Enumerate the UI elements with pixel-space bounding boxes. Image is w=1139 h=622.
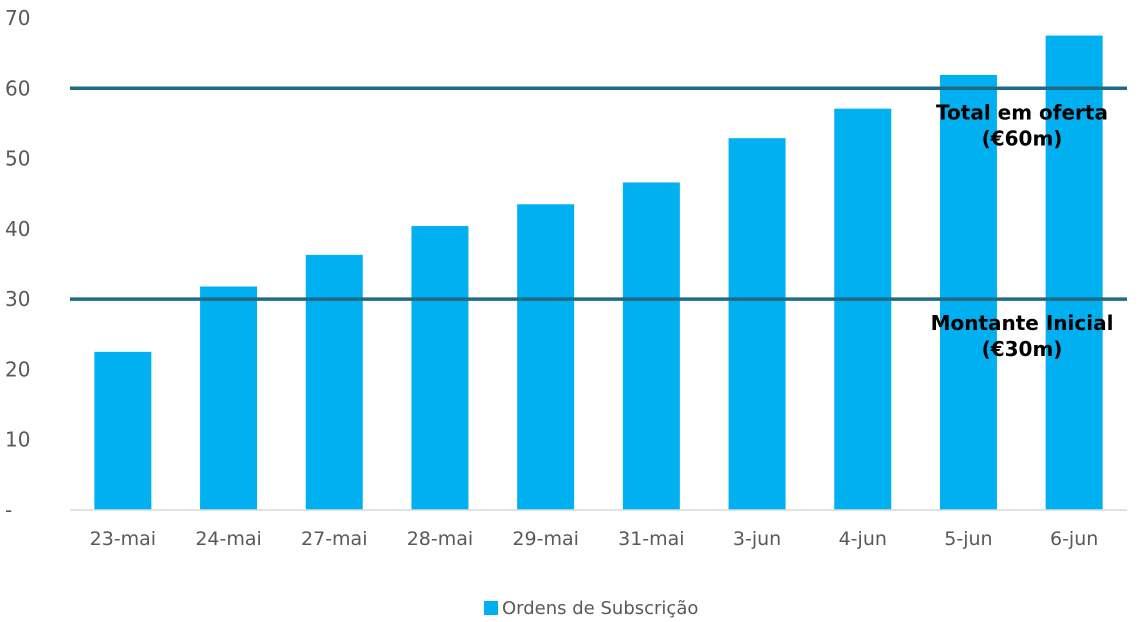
y-tick-label: 20	[5, 357, 30, 381]
bar-24-mai	[200, 286, 258, 510]
x-tick-label: 4-jun	[839, 528, 887, 550]
x-axis-labels: 23-mai 24-mai 27-mai 28-mai 29-mai 31-mai 3-ju…	[90, 528, 1099, 550]
y-tick-label: 10	[5, 428, 30, 452]
bar-23-mai	[94, 351, 152, 510]
reference-line-label: (€30m)	[982, 337, 1063, 361]
bar-6-jun	[1045, 35, 1103, 510]
y-tick-label: 30	[5, 287, 30, 311]
bar-5-jun	[939, 74, 997, 510]
reference-lines: Total em oferta(€60m) Montante Inicial(€3…	[70, 86, 1127, 361]
bar-28-mai	[411, 226, 469, 510]
legend-label: Ordens de Subscrição	[502, 598, 698, 619]
y-tick-label: 70	[5, 6, 30, 30]
bar-3-jun	[728, 138, 786, 510]
x-tick-label: 28-mai	[407, 528, 473, 550]
y-axis-ticks: - 10 20 30 40 50 60 70	[5, 6, 30, 522]
x-tick-label: 29-mai	[512, 528, 578, 550]
x-tick-label: 5-jun	[944, 528, 992, 550]
bars	[94, 35, 1103, 510]
bar-4-jun	[834, 108, 892, 510]
bar-27-mai	[305, 254, 363, 510]
x-tick-label: 6-jun	[1050, 528, 1098, 550]
reference-line-label: (€60m)	[982, 126, 1063, 150]
bar-31-mai	[622, 182, 680, 510]
x-tick-label: 31-mai	[618, 528, 684, 550]
bar-29-mai	[517, 204, 575, 510]
y-tick-label: 50	[5, 147, 30, 171]
legend: Ordens de Subscrição	[484, 598, 698, 619]
reference-line-label: Montante Inicial	[931, 311, 1114, 335]
x-tick-label: 23-mai	[90, 528, 156, 550]
x-tick-label: 3-jun	[733, 528, 781, 550]
x-tick-label: 27-mai	[301, 528, 367, 550]
y-tick-label: -	[5, 498, 12, 522]
x-tick-label: 24-mai	[195, 528, 261, 550]
y-tick-label: 40	[5, 217, 30, 241]
legend-swatch	[484, 601, 498, 615]
reference-line-label: Total em oferta	[936, 100, 1108, 124]
y-tick-label: 60	[5, 76, 30, 100]
